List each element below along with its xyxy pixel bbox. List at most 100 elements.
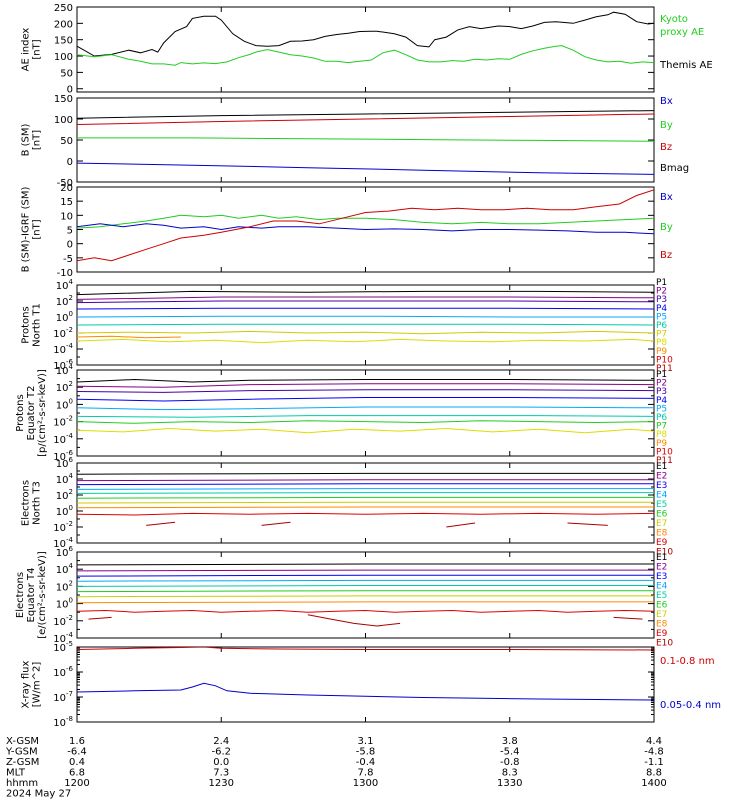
y-axis-label: Equator T2 — [26, 386, 37, 441]
y-axis-label: [W/m^2] — [32, 662, 43, 708]
series-line-e2 — [77, 569, 654, 572]
x-row-value: 4.4 — [646, 736, 662, 747]
legend-entry: E3 — [656, 572, 667, 582]
x-row-value: -0.8 — [500, 757, 520, 768]
x-row-value: 8.8 — [646, 768, 662, 779]
legend-entry: P9 — [656, 347, 667, 357]
y-tick-label: 106 — [56, 456, 74, 470]
legend-entry: Bx — [660, 192, 673, 203]
y-tick-label: 10-2 — [53, 415, 73, 429]
x-axis-footer: X-GSM 1.6 2.4 3.1 3.8 4.4 Y-GSM -6.4 -6.2 -5.8 -5.… — [5, 736, 667, 800]
legend-entry: E6 — [656, 510, 668, 520]
series-line-bx — [77, 223, 654, 235]
panel-frame — [76, 6, 655, 93]
legend-entry: P11 — [656, 364, 673, 374]
y-tick-label: 100 — [54, 52, 73, 63]
series-line-e8 — [77, 601, 654, 604]
y-tick-label: 104 — [56, 562, 74, 576]
legend-entry: Bmag — [660, 163, 689, 174]
x-row-value: 1200 — [64, 778, 89, 789]
x-row-value: 3.8 — [502, 736, 518, 747]
legend-entry: E5 — [656, 500, 667, 510]
series-line-e1 — [77, 563, 654, 566]
series-line-e3 — [77, 574, 654, 577]
y-axis-label: Electrons — [15, 572, 26, 618]
x-row-value: 8.3 — [502, 768, 518, 779]
legend-entry: E9 — [656, 629, 668, 639]
series-line-p1 — [77, 378, 654, 383]
y-tick-label: 250 — [54, 3, 73, 14]
legend-entry: Kyoto — [660, 14, 688, 25]
series-line-e4 — [77, 488, 654, 490]
y-tick-label: 0 — [67, 157, 73, 168]
series-line-e7 — [77, 501, 654, 504]
y-axis-label: [nT] — [32, 219, 43, 239]
legend-entry: P10 — [656, 355, 673, 365]
x-row-value: 0.0 — [213, 757, 229, 768]
x-row-value: 6.8 — [69, 768, 85, 779]
series-line-bmag — [77, 110, 654, 119]
y-tick-label: 0 — [67, 85, 73, 96]
legend-entry: E3 — [656, 481, 667, 491]
legend-entry: P4 — [656, 396, 667, 406]
legend-entry: P6 — [656, 413, 667, 423]
series-line-e10 — [446, 522, 476, 528]
series-line-0-05-0-4-nm — [77, 682, 654, 701]
series-line-p1 — [77, 290, 654, 296]
legend-entry: P2 — [656, 287, 667, 297]
series-line-p8 — [77, 338, 654, 344]
series-line-e6 — [77, 496, 654, 499]
y-axis-label: [nT] — [32, 39, 43, 59]
legend-entry: E6 — [656, 601, 668, 611]
y-tick-label: 100 — [54, 115, 73, 126]
x-row-value: -6.2 — [211, 747, 231, 758]
legend-entry: 0.05-0.4 nm — [660, 700, 721, 711]
series-line-p2 — [77, 296, 654, 300]
y-tick-label: 10-6 — [53, 665, 73, 679]
panel-ae: 0 50 100 150 200 250 AE index [nT] Kyoto proxy AE… — [21, 3, 713, 96]
series-line-e1 — [77, 472, 654, 475]
y-axis-label: Electrons — [21, 480, 32, 526]
y-tick-label: -10 — [57, 268, 73, 279]
y-tick-label: 10-4 — [53, 432, 73, 446]
legend-entry: E8 — [656, 620, 668, 630]
date-label: 2024 May 27 — [6, 789, 71, 800]
series-line-e3 — [77, 483, 654, 486]
series-line-themis-ae — [77, 11, 654, 57]
legend-entry: E1 — [656, 553, 667, 563]
y-axis-label: North T3 — [32, 481, 43, 525]
series-line-bz — [77, 113, 654, 125]
y-tick-label: 20 — [60, 183, 73, 194]
x-row-label: Z-GSM — [6, 757, 39, 768]
series-line-p4 — [77, 307, 654, 310]
x-row-label: X-GSM — [6, 736, 39, 747]
series-line-e4 — [77, 579, 654, 582]
x-row-label: Y-GSM — [5, 747, 38, 758]
legend-entry: Bz — [660, 250, 672, 261]
series-line-e5 — [77, 492, 654, 494]
legend-entry: P7 — [656, 422, 667, 432]
legend-entry: P10 — [656, 447, 673, 457]
x-row-value: -0.4 — [356, 757, 376, 768]
y-tick-label: 15 — [60, 197, 73, 208]
legend-entry: E9 — [656, 538, 668, 548]
legend-entry: P11 — [656, 456, 673, 466]
y-tick-label: -5 — [63, 254, 73, 265]
y-tick-label: 102 — [56, 380, 73, 394]
x-row-value: -5.4 — [500, 747, 520, 758]
y-tick-label: 106 — [56, 545, 74, 559]
x-row-value: 7.3 — [213, 768, 229, 779]
y-tick-label: 5 — [67, 226, 73, 237]
y-axis-label: Protons — [21, 306, 32, 343]
y-tick-label: 10 — [60, 211, 73, 222]
y-tick-label: 102 — [56, 579, 73, 593]
y-axis-label: [nT] — [32, 130, 43, 150]
y-axis-label: B (SM) — [21, 123, 32, 156]
series-line-e7 — [77, 595, 654, 598]
x-row-value: 1300 — [353, 778, 378, 789]
series-line-p7 — [77, 420, 654, 424]
legend-entry: P7 — [656, 330, 667, 340]
y-tick-label: 10-2 — [53, 520, 73, 534]
legend-entry: P4 — [656, 304, 667, 314]
